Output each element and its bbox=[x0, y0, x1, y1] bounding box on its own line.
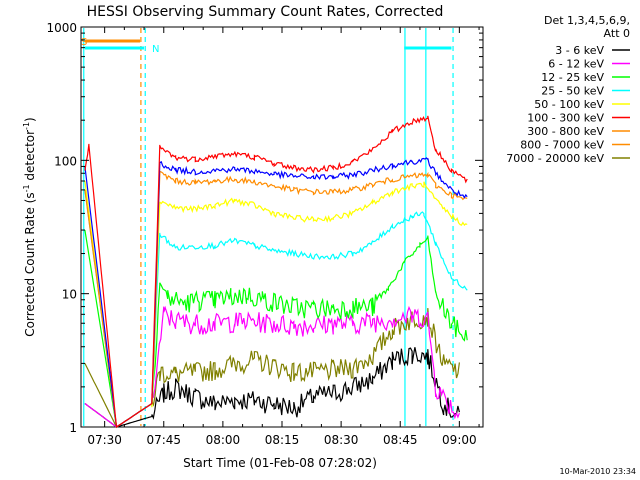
y-axis-label-part3: ) bbox=[23, 117, 37, 122]
y-axis-label: Corrected Count Rate (s-1 detector-1) bbox=[22, 117, 37, 336]
y-tick-label: 1 bbox=[69, 421, 77, 435]
annotation-label: N bbox=[152, 44, 159, 55]
x-tick-label: 08:45 bbox=[383, 433, 418, 447]
legend-label: 12 - 25 keV bbox=[541, 71, 604, 84]
series-line bbox=[84, 115, 468, 429]
series-line bbox=[84, 347, 460, 428]
x-tick-label: 08:00 bbox=[206, 433, 241, 447]
x-tick-label: 07:45 bbox=[146, 433, 181, 447]
y-axis: 1 10 100 1000 bbox=[46, 21, 483, 435]
x-tick-label: 08:30 bbox=[324, 433, 359, 447]
chart-title: HESSI Observing Summary Count Rates, Cor… bbox=[87, 4, 444, 20]
background-lines bbox=[83, 28, 454, 426]
plot-area: SN bbox=[80, 26, 484, 429]
legend-header-line2: Att 0 bbox=[604, 27, 630, 40]
y-tick-label: 100 bbox=[54, 154, 77, 168]
y-tick-label: 1000 bbox=[46, 21, 77, 35]
series-line bbox=[84, 157, 468, 429]
legend-label: 6 - 12 keV bbox=[548, 58, 604, 71]
timestamp: 10-Mar-2010 23:34 bbox=[560, 467, 637, 476]
x-axis-label: Start Time (01-Feb-08 07:28:02) bbox=[183, 456, 377, 470]
legend-label: 25 - 50 keV bbox=[541, 85, 604, 98]
legend-label: 300 - 800 keV bbox=[527, 125, 604, 138]
legend-label: 800 - 7000 keV bbox=[520, 139, 604, 152]
annotation-layer: SN bbox=[81, 37, 452, 55]
x-tick-label: 08:15 bbox=[265, 433, 300, 447]
annotation-label: S bbox=[81, 37, 87, 48]
y-tick-label: 10 bbox=[62, 288, 77, 302]
y-axis-label-sup2: -1 bbox=[22, 122, 31, 130]
legend-header-line1: Det 1,3,4,5,6,9, bbox=[544, 14, 630, 27]
series-layer bbox=[84, 115, 468, 429]
y-axis-label-part1: Corrected Count Rate (s bbox=[23, 192, 37, 336]
y-axis-label-sup1: -1 bbox=[22, 184, 31, 192]
legend-label: 7000 - 20000 keV bbox=[506, 152, 604, 165]
legend-label: 100 - 300 keV bbox=[527, 112, 604, 125]
x-axis: 07:30 07:45 08:00 08:15 08:30 08:45 09:00 bbox=[87, 27, 480, 447]
legend-label: 3 - 6 keV bbox=[555, 44, 604, 57]
x-tick-label: 07:30 bbox=[87, 433, 122, 447]
legend-label: 50 - 100 keV bbox=[534, 98, 604, 111]
x-tick-label: 09:00 bbox=[442, 433, 477, 447]
y-axis-label-part2: detector bbox=[23, 130, 37, 185]
